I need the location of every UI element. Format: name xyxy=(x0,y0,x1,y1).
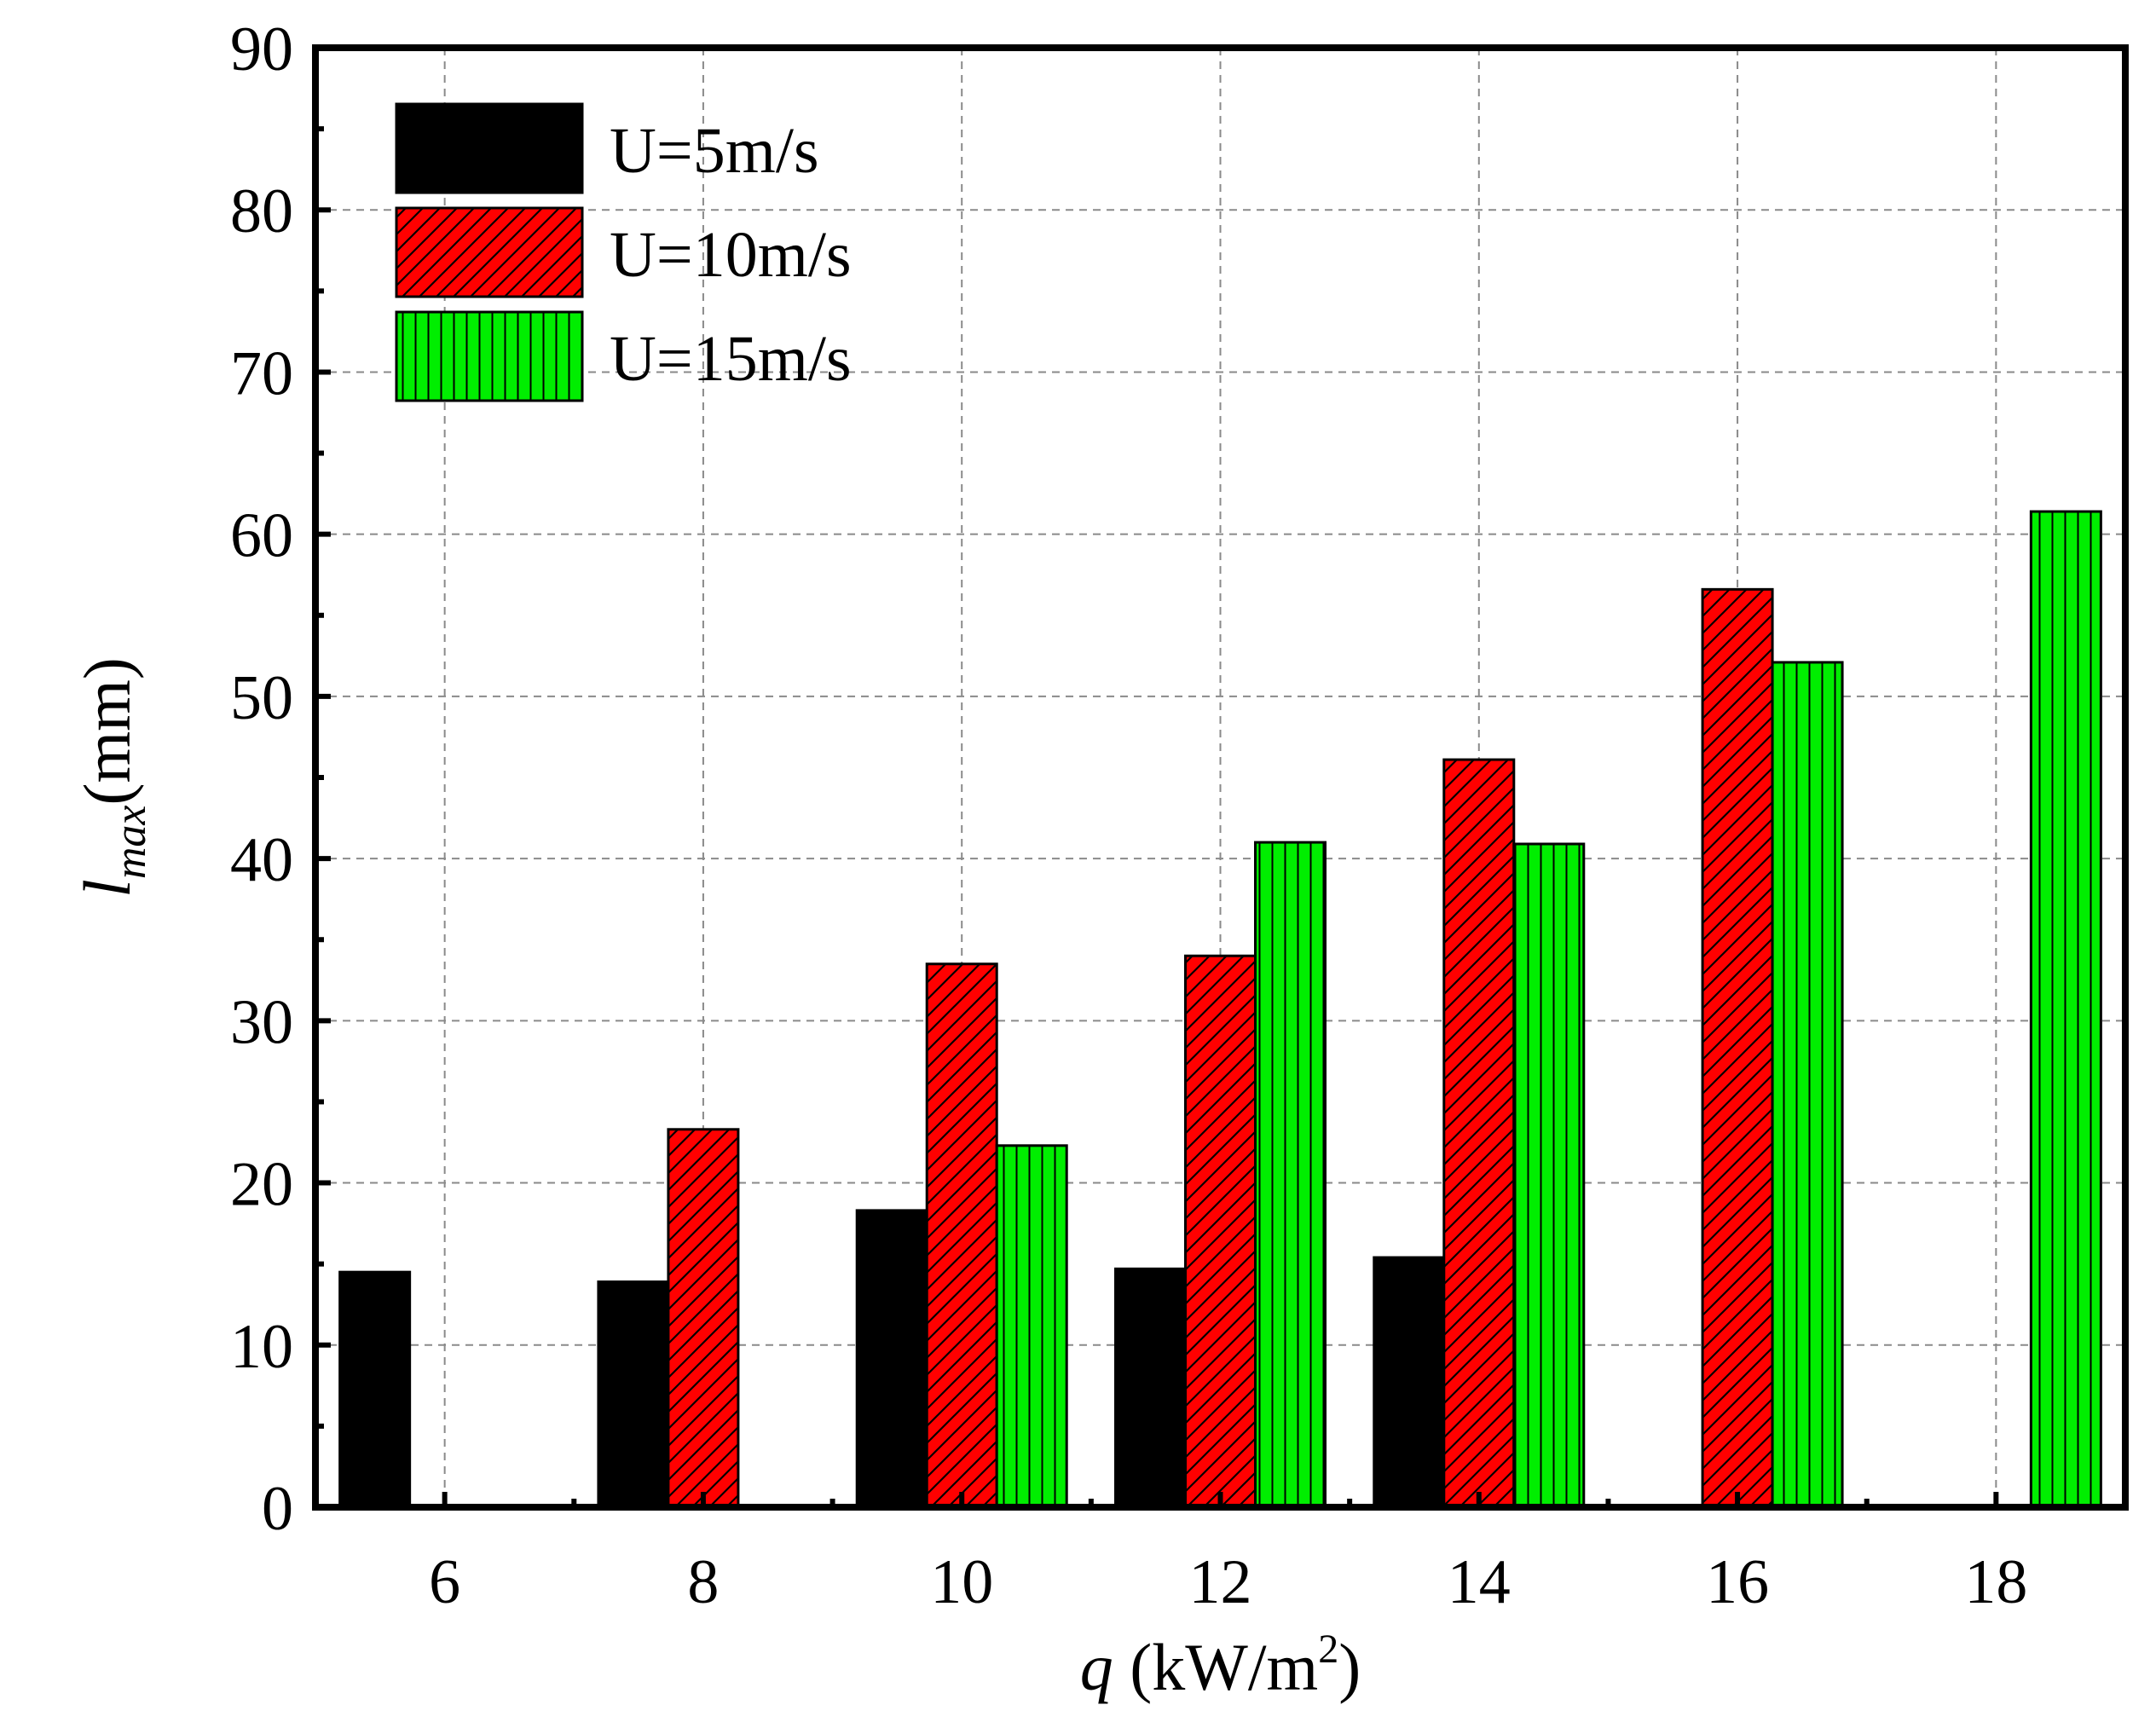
x-axis-title-unit: (kW/m xyxy=(1113,1630,1318,1704)
bar xyxy=(1114,1267,1187,1509)
x-tick-label: 8 xyxy=(687,1547,719,1617)
x-axis-title: q (kW/m2) xyxy=(1080,1627,1361,1704)
x-axis-title-superscript: 2 xyxy=(1318,1627,1338,1672)
y-axis-title-subscript: max xyxy=(107,805,155,879)
legend-swatch xyxy=(395,206,584,298)
y-tick-label: 70 xyxy=(230,338,293,408)
bar xyxy=(1254,841,1327,1509)
x-tick-label: 12 xyxy=(1189,1547,1252,1617)
y-tick-label: 40 xyxy=(230,825,293,895)
bar xyxy=(667,1128,740,1509)
legend-swatch xyxy=(395,102,584,194)
x-tick-label: 6 xyxy=(429,1547,460,1617)
x-axis-title-symbol: q xyxy=(1080,1630,1113,1704)
y-axis-title-unit: (mm) xyxy=(70,657,144,805)
x-tick-label: 10 xyxy=(930,1547,993,1617)
legend-label: U=10m/s xyxy=(610,219,852,291)
bar xyxy=(338,1270,412,1509)
legend-swatch xyxy=(395,310,584,402)
y-tick-label: 30 xyxy=(230,987,293,1057)
bar xyxy=(925,962,998,1509)
bar xyxy=(597,1280,670,1509)
bar xyxy=(1442,758,1516,1509)
bars xyxy=(338,510,2102,1509)
y-tick-label: 80 xyxy=(230,176,293,246)
y-axis-title-symbol: l xyxy=(70,879,144,898)
y-tick-label: 60 xyxy=(230,501,293,571)
bar xyxy=(1184,954,1257,1509)
bar xyxy=(1701,587,1774,1509)
y-tick-label: 10 xyxy=(230,1312,293,1382)
bar xyxy=(1771,661,1844,1509)
bar xyxy=(1512,842,1586,1509)
bar xyxy=(2029,510,2102,1509)
x-axis-tick-labels: 6 8 10 12 14 16 18 xyxy=(429,1547,2027,1617)
y-axis-title: lmax(mm) xyxy=(70,657,155,898)
x-tick-label: 14 xyxy=(1448,1547,1511,1617)
y-tick-label: 0 xyxy=(262,1474,293,1544)
x-tick-label: 18 xyxy=(1964,1547,2027,1617)
y-tick-label: 20 xyxy=(230,1150,293,1220)
legend-label: U=5m/s xyxy=(610,115,819,187)
x-tick-label: 16 xyxy=(1706,1547,1769,1617)
x-axis-title-close: ) xyxy=(1338,1630,1361,1704)
bar xyxy=(855,1209,928,1509)
y-tick-label: 50 xyxy=(230,663,293,733)
legend: U=5m/s U=10m/s U=15m/s xyxy=(395,102,852,402)
y-tick-label: 90 xyxy=(230,14,293,84)
bar xyxy=(1373,1256,1446,1509)
axis-ticks xyxy=(315,45,1999,1510)
legend-label: U=15m/s xyxy=(610,323,852,395)
y-axis-tick-labels: 0 10 20 30 40 50 60 70 80 90 xyxy=(230,14,293,1544)
bar xyxy=(995,1144,1068,1509)
